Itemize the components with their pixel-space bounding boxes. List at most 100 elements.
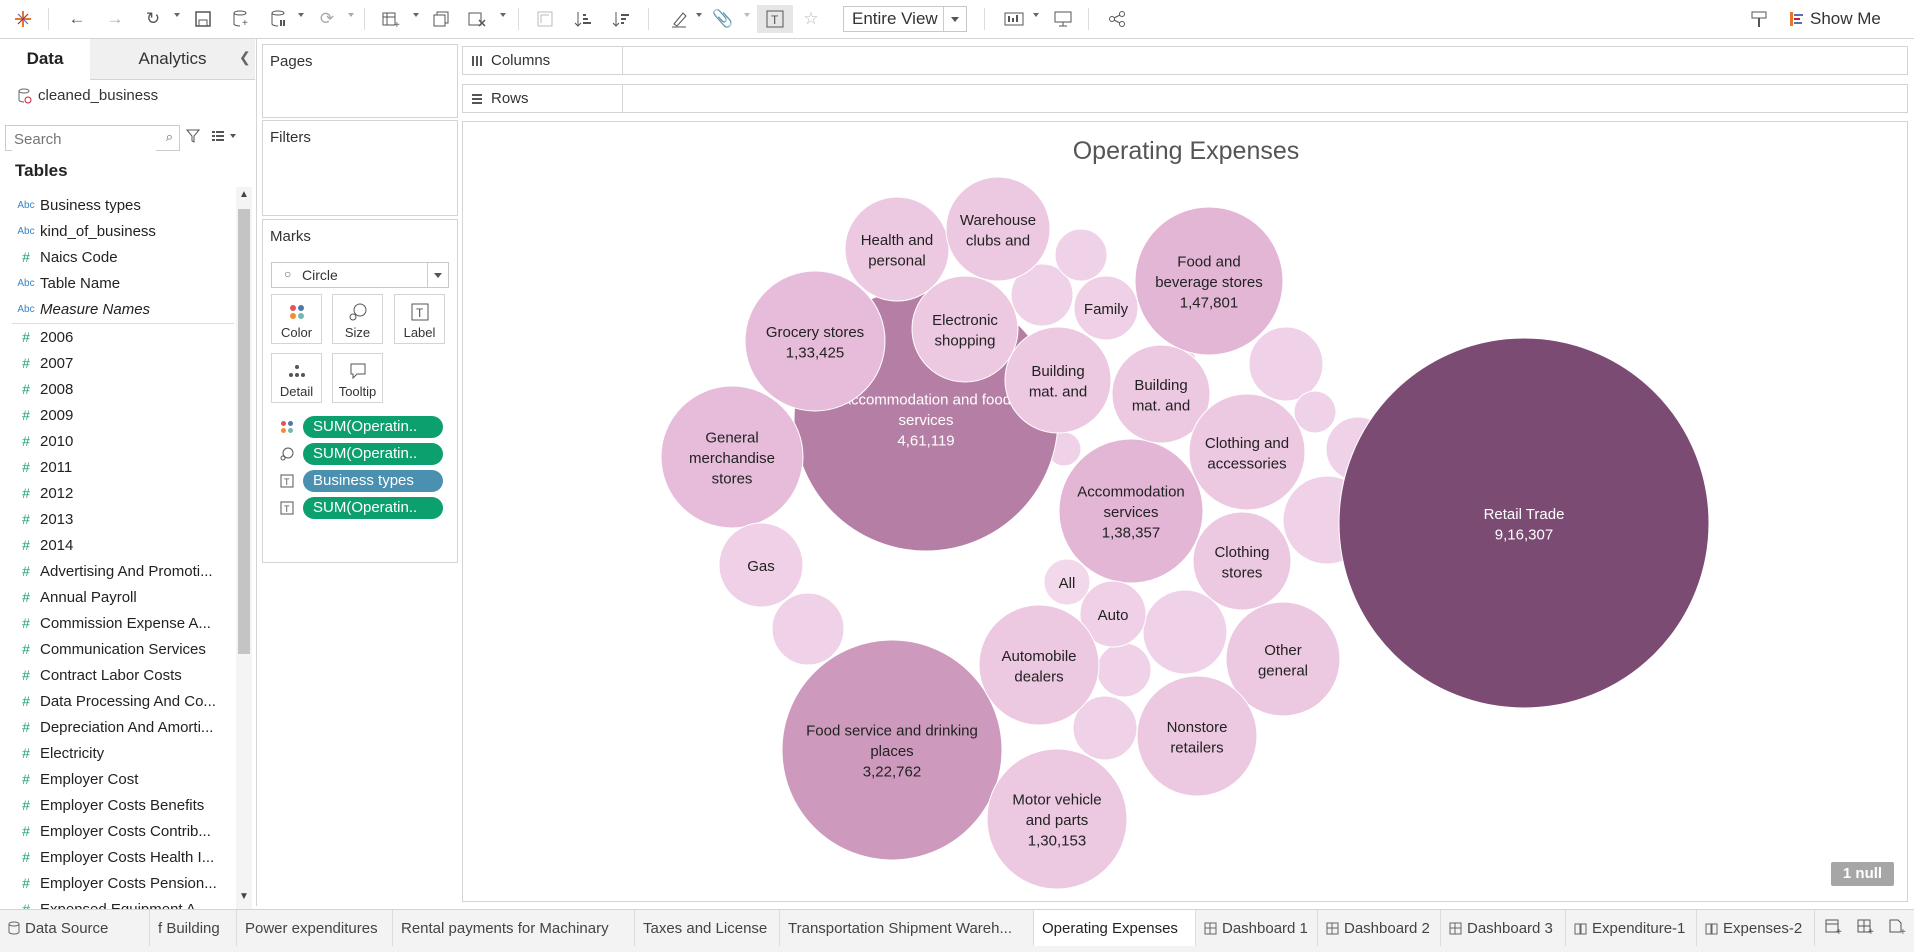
sheet-tab[interactable]: Dashboard 1 (1196, 910, 1318, 946)
bubble-mark[interactable] (771, 592, 845, 666)
sheet-tab[interactable]: Data Source (0, 910, 150, 946)
field-item[interactable]: # Naics Code (0, 244, 234, 270)
field-item[interactable]: #2008 (0, 376, 234, 402)
show-cards-icon[interactable] (1002, 8, 1026, 30)
scroll-down-icon[interactable]: ▼ (239, 891, 249, 902)
field-item[interactable]: # Employer Costs Health I... (0, 844, 234, 870)
field-item[interactable]: # Employer Cost (0, 766, 234, 792)
filter-icon[interactable] (185, 129, 201, 146)
viz-canvas[interactable]: Operating Expenses Retail Trade 9,16,307 A… (462, 121, 1908, 902)
tab-data[interactable]: Data (0, 39, 91, 79)
save-icon[interactable] (192, 8, 214, 30)
sort-ascending-icon[interactable] (572, 8, 594, 30)
highlight-dropdown-icon[interactable] (696, 13, 702, 17)
datasource-item[interactable]: cleaned_business (18, 87, 158, 104)
redo-icon[interactable]: → (106, 9, 124, 28)
view-options-icon[interactable] (212, 129, 238, 146)
color-button[interactable]: Color (271, 294, 322, 344)
bubble-mark[interactable] (986, 748, 1128, 890)
label-button[interactable]: T Label (394, 294, 445, 344)
bubble-mark[interactable] (1338, 337, 1710, 709)
bubble-mark[interactable] (1142, 589, 1228, 675)
field-item[interactable]: #2011 (0, 454, 234, 480)
scroll-up-icon[interactable]: ▲ (239, 189, 249, 200)
field-item[interactable]: #2014 (0, 532, 234, 558)
undo-icon[interactable]: ← (68, 9, 86, 28)
sheet-tab[interactable]: f Building (150, 910, 237, 946)
pause-updates-icon[interactable] (268, 8, 290, 30)
fix-axes-icon[interactable]: ☆ (803, 9, 819, 28)
filters-shelf[interactable]: Filters (262, 120, 458, 216)
bubble-mark[interactable] (718, 522, 804, 608)
field-item[interactable]: # Data Processing And Co... (0, 688, 234, 714)
sort-descending-icon[interactable] (610, 8, 632, 30)
bubble-mark[interactable] (1054, 228, 1108, 282)
tableau-logo-icon[interactable] (12, 8, 34, 30)
highlight-icon[interactable] (668, 8, 690, 30)
new-datasource-icon[interactable]: + (230, 8, 252, 30)
size-pill[interactable]: SUM(Operatin.. (303, 443, 443, 465)
group-members-icon[interactable]: 📎 (712, 9, 734, 28)
chevron-down-icon[interactable] (427, 263, 448, 287)
null-indicator[interactable]: 1 null (1831, 862, 1894, 886)
clear-sheet-icon[interactable] (466, 8, 488, 30)
field-item[interactable]: #2006 (0, 324, 234, 350)
scrollbar-thumb[interactable] (238, 209, 250, 654)
bubble-mark[interactable] (1058, 438, 1204, 584)
field-item[interactable]: # Annual Payroll (0, 584, 234, 610)
field-item[interactable]: #2009 (0, 402, 234, 428)
bubble-mark[interactable] (1293, 390, 1337, 434)
bubble-mark[interactable] (1225, 601, 1341, 717)
bubble-mark[interactable] (1073, 275, 1139, 341)
field-item[interactable]: #2013 (0, 506, 234, 532)
new-worksheet-tab-icon[interactable]: + (1825, 917, 1843, 938)
show-mark-labels-icon[interactable]: T (757, 5, 793, 33)
share-icon[interactable] (1106, 8, 1128, 30)
replay-dropdown-icon[interactable] (174, 13, 180, 17)
fit-view-select[interactable]: Entire View (843, 6, 967, 32)
label-pill-business-types[interactable]: Business types (303, 470, 443, 492)
field-item[interactable]: # Advertising And Promoti... (0, 558, 234, 584)
field-item[interactable]: # Commission Expense A... (0, 610, 234, 636)
bubble-mark[interactable] (1096, 642, 1152, 698)
bubble-mark[interactable] (1192, 511, 1292, 611)
bubble-chart[interactable]: Retail Trade 9,16,307 Accommodation and fo… (463, 122, 1907, 901)
field-item[interactable]: # Employer Costs Contrib... (0, 818, 234, 844)
field-item[interactable]: Abc Measure Names (0, 296, 234, 322)
group-dropdown-icon[interactable] (744, 13, 750, 17)
refresh-dropdown-icon[interactable] (348, 13, 354, 17)
bubble-mark[interactable] (844, 196, 950, 302)
tab-analytics[interactable]: Analytics (90, 39, 255, 80)
replay-icon[interactable]: ↻ (145, 9, 161, 28)
bubble-mark[interactable] (945, 176, 1051, 282)
chevron-down-icon[interactable] (943, 7, 966, 31)
collapse-pane-icon[interactable]: ❮ (239, 49, 251, 65)
bubble-mark[interactable] (1079, 580, 1147, 648)
search-input[interactable] (12, 127, 156, 151)
field-item[interactable]: # Electricity (0, 740, 234, 766)
duplicate-icon[interactable] (430, 8, 452, 30)
sheet-tab[interactable]: Rental payments for Machinary (393, 910, 635, 946)
field-item[interactable]: # Communication Services (0, 636, 234, 662)
new-story-tab-icon[interactable]: + (1889, 917, 1907, 938)
columns-shelf[interactable]: Columns (462, 46, 1908, 75)
new-dashboard-tab-icon[interactable]: + (1857, 917, 1875, 938)
bubble-mark[interactable] (1111, 344, 1211, 444)
mark-type-select[interactable]: ○ Circle (271, 262, 449, 288)
sheet-tab[interactable]: Taxes and License (635, 910, 780, 946)
sheet-tab[interactable]: Dashboard 3 (1441, 910, 1566, 946)
cards-dropdown-icon[interactable] (1033, 13, 1039, 17)
field-item[interactable]: Abc Business types (0, 192, 234, 218)
new-worksheet-icon[interactable]: + (380, 8, 402, 30)
sheet-tab[interactable]: Expenditure-1 (1566, 910, 1697, 946)
clear-dropdown-icon[interactable] (500, 13, 506, 17)
tooltip-button[interactable]: Tooltip (332, 353, 383, 403)
bubble-mark[interactable] (1248, 326, 1324, 402)
bubble-mark[interactable] (781, 639, 1003, 861)
bubble-mark[interactable] (1072, 695, 1138, 761)
sheet-tab[interactable]: Transportation Shipment Wareh... (780, 910, 1034, 946)
label-pill-sum[interactable]: SUM(Operatin.. (303, 497, 443, 519)
sheet-tab[interactable]: Expenses-2 (1697, 910, 1815, 946)
field-item[interactable]: # Employer Costs Benefits (0, 792, 234, 818)
field-item[interactable]: Abc Table Name (0, 270, 234, 296)
